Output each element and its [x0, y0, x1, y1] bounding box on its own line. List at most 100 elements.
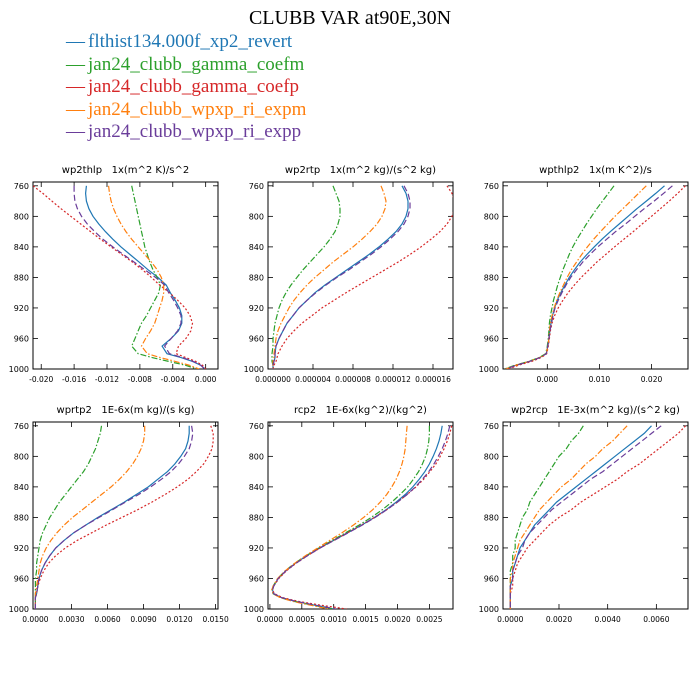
legend-label: flthist134.000f_xp2_revert	[88, 31, 293, 52]
series-line-5	[505, 185, 673, 369]
x-tick-label: 0.0020	[546, 615, 572, 624]
y-tick-label: 800	[484, 452, 499, 461]
series-line-1	[271, 425, 443, 609]
series-line-5	[271, 425, 451, 609]
series-line-4	[509, 425, 628, 609]
series-line-5	[73, 185, 206, 369]
chart-panel-6: wp2rcp 1E-3x(m^2 kg)/(s^2 kg) 760 800 840 88…	[479, 405, 689, 624]
x-tick-label: 0.0030	[58, 615, 84, 624]
x-tick-label: 0.0000	[497, 615, 523, 624]
x-tick-label: 0.000004	[295, 375, 331, 384]
y-tick-label: 800	[249, 212, 264, 221]
y-tick-label: 920	[14, 544, 29, 553]
series-line-2	[271, 185, 341, 369]
legend-entry: — jan24_clubb_wpxp_ri_expp	[66, 121, 306, 144]
series-line-4	[505, 185, 647, 369]
x-tick-label: 0.0020	[384, 615, 410, 624]
plot-frame	[502, 421, 689, 610]
y-tick-label: 960	[249, 334, 264, 343]
chart-title: wp2rcp 1E-3x(m^2 kg)/(s^2 kg)	[511, 405, 680, 416]
y-tick-label: 760	[484, 182, 499, 191]
x-tick-label: 0.0025	[416, 615, 442, 624]
x-tick-label: 0.0060	[94, 615, 120, 624]
chart-title: wp2thlp 1x(m^2 K)/s^2	[62, 165, 189, 176]
series-line-4	[34, 425, 146, 609]
legend-line-icon: —	[66, 121, 85, 142]
legend-line-icon: —	[66, 76, 85, 97]
x-tick-label: 0.000	[195, 375, 217, 384]
legend-label: jan24_clubb_wpxp_ri_expp	[88, 121, 302, 142]
legend: — flthist134.000f_xp2_revert — jan24_clubb…	[66, 31, 306, 144]
y-tick-label: 840	[14, 243, 29, 252]
chart-panel-2: wp2rtp 1x(m^2 kg)/(s^2 kg) 760 800 840 880 92…	[244, 165, 454, 384]
plot-frame	[267, 421, 454, 610]
series-line-5	[34, 425, 194, 609]
series-line-3	[271, 425, 453, 609]
y-tick-label: 760	[14, 182, 29, 191]
legend-label: jan24_clubb_wpxp_ri_expm	[88, 98, 307, 120]
x-tick-label: 0.000016	[415, 375, 451, 384]
x-tick-label: 0.0015	[352, 615, 378, 624]
y-tick-label: 880	[14, 513, 29, 522]
legend-entry: — jan24_clubb_gamma_coefm	[66, 54, 306, 77]
series-line-3	[272, 185, 453, 369]
series-line-4	[271, 425, 408, 609]
x-tick-label: 0.0090	[130, 615, 156, 624]
y-tick-label: 760	[249, 182, 264, 191]
y-tick-label: 1000	[9, 365, 29, 374]
y-tick-label: 1000	[479, 365, 499, 374]
y-tick-label: 960	[484, 334, 499, 343]
x-tick-label: -0.008	[128, 375, 152, 384]
chart-panel-1: wp2thlp 1x(m^2 K)/s^2 760 800 840 880 920 960 1…	[9, 165, 219, 384]
x-tick-label: -0.016	[62, 375, 86, 384]
y-tick-label: 960	[14, 334, 29, 343]
chart-title: wprtp2 1E-6x(m kg)/(s kg)	[57, 405, 195, 416]
chart-panel-5: rcp2 1E-6x(kg^2)/(kg^2) 760 800 840 880 920 96…	[244, 405, 454, 624]
x-tick-label: 0.020	[641, 375, 663, 384]
series-line-1	[34, 425, 190, 609]
x-tick-label: 0.0150	[202, 615, 228, 624]
series-line-2	[504, 185, 615, 369]
series-line-3	[33, 185, 207, 369]
chart-title: wp2rtp 1x(m^2 kg)/(s^2 kg)	[285, 165, 436, 176]
chart-title: rcp2 1E-6x(kg^2)/(kg^2)	[294, 405, 427, 416]
y-tick-label: 840	[249, 243, 264, 252]
y-tick-label: 920	[249, 544, 264, 553]
plot-frame	[32, 421, 219, 610]
y-tick-label: 800	[14, 452, 29, 461]
series-line-2	[509, 425, 584, 609]
legend-line-icon: —	[66, 98, 85, 120]
x-tick-label: 0.0000	[257, 615, 283, 624]
y-tick-label: 880	[249, 273, 264, 282]
x-tick-label: 0.0060	[643, 615, 669, 624]
chart-panel-4: wprtp2 1E-6x(m kg)/(s kg) 760 800 840 880 920…	[9, 405, 229, 624]
x-tick-label: 0.000012	[375, 375, 411, 384]
series-line-2	[34, 425, 103, 609]
x-tick-label: -0.004	[161, 375, 185, 384]
x-tick-label: 0.000000	[255, 375, 291, 384]
y-tick-label: 880	[249, 513, 264, 522]
series-line-2	[131, 185, 198, 369]
y-tick-label: 760	[14, 422, 29, 431]
y-tick-label: 880	[484, 273, 499, 282]
x-tick-label: 0.000008	[335, 375, 371, 384]
series-line-4	[272, 185, 387, 369]
x-tick-label: 0.0120	[166, 615, 192, 624]
legend-label: jan24_clubb_gamma_coefp	[88, 76, 300, 97]
y-tick-label: 760	[249, 422, 264, 431]
chart-title: wpthlp2 1x(m K^2)/s	[539, 165, 652, 176]
y-tick-label: 920	[14, 304, 29, 313]
series-line-3	[509, 425, 687, 609]
legend-line-icon: —	[66, 31, 85, 52]
x-tick-label: 0.0040	[595, 615, 621, 624]
y-tick-label: 960	[14, 574, 29, 583]
y-tick-label: 800	[484, 212, 499, 221]
y-tick-label: 960	[484, 574, 499, 583]
legend-line-icon: —	[66, 53, 85, 75]
y-tick-label: 920	[484, 304, 499, 313]
y-tick-label: 840	[14, 483, 29, 492]
legend-entry: — jan24_clubb_wpxp_ri_expm	[66, 99, 306, 122]
chart-panel-3: wpthlp2 1x(m K^2)/s 760 800 840 880 920 960 100…	[479, 165, 689, 384]
y-tick-label: 880	[14, 273, 29, 282]
